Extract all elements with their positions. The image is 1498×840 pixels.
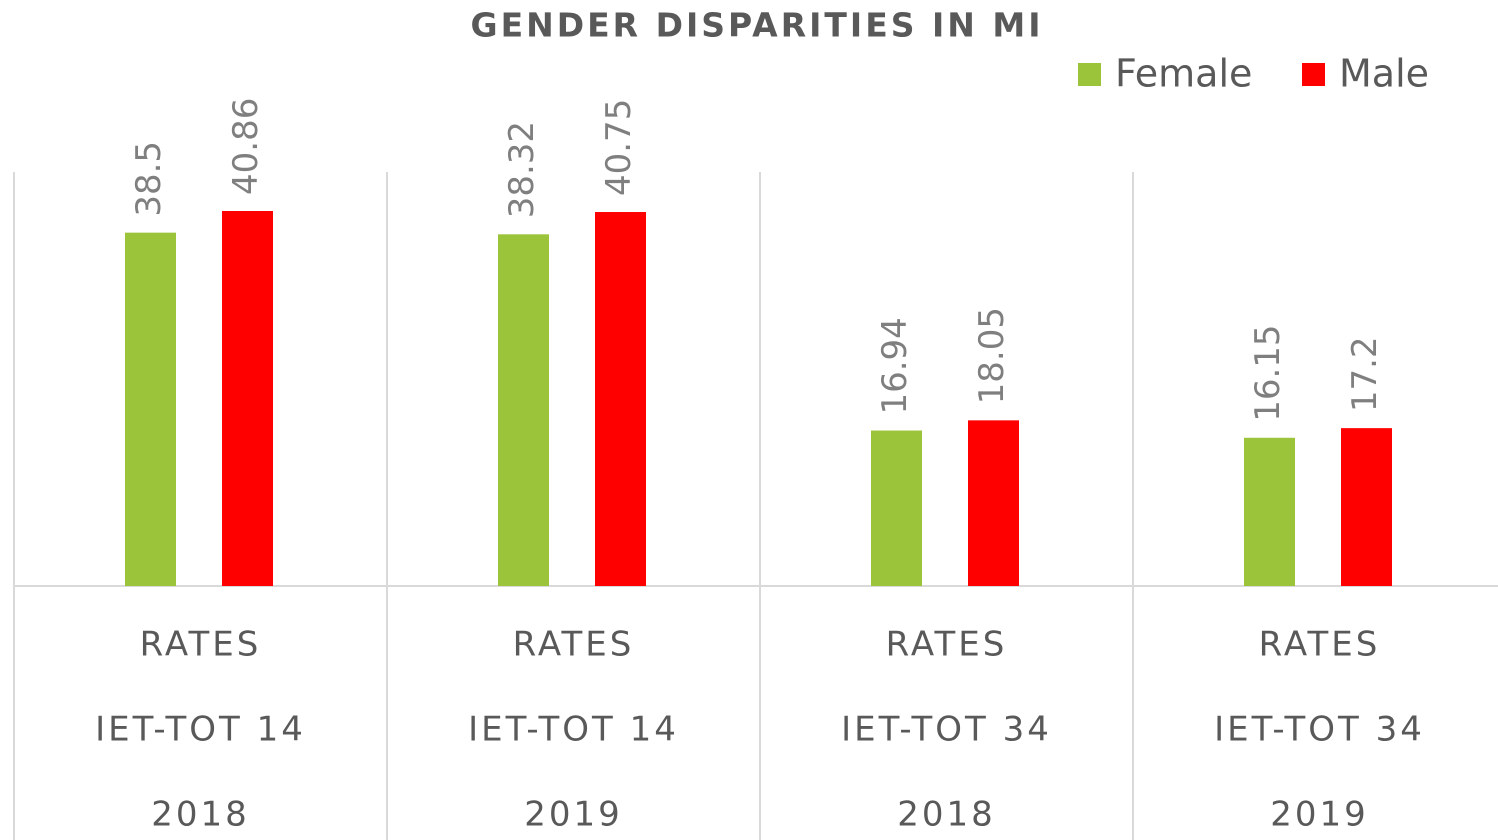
bar [498,234,549,586]
x-tick-label: RATES [886,625,1008,665]
legend-label: Male [1339,52,1429,96]
x-tick-label: RATES [140,625,262,665]
x-tick-label: 2018 [151,795,250,835]
bar [1244,437,1295,586]
bar [222,211,273,586]
data-label: 40.86 [226,98,266,195]
data-label: 38.32 [502,121,542,218]
data-label: 16.94 [875,317,915,414]
x-tick-label: 2019 [524,795,623,835]
x-tick-label: IET-TOT 14 [95,710,306,750]
data-label: 17.2 [1345,336,1385,412]
data-label: 16.15 [1248,324,1288,421]
x-tick-label: 2018 [897,795,996,835]
chart-title: GENDER DISPARITIES IN MI [471,6,1044,45]
bar [125,232,176,587]
bar [968,420,1019,586]
data-label: 18.05 [972,307,1012,404]
data-label: 38.5 [129,141,169,217]
x-tick-label: IET-TOT 34 [841,710,1052,750]
x-tick-label: RATES [1259,625,1381,665]
legend-swatch [1302,63,1325,86]
data-label: 40.75 [599,99,639,196]
legend-label: Female [1115,52,1252,96]
x-tick-label: IET-TOT 14 [468,710,679,750]
x-tick-label: RATES [513,625,635,665]
bar [1341,428,1392,586]
x-tick-label: IET-TOT 34 [1214,710,1425,750]
x-tick-label: 2019 [1270,795,1369,835]
legend-swatch [1078,63,1101,86]
bar [871,430,922,586]
bar [595,212,646,586]
